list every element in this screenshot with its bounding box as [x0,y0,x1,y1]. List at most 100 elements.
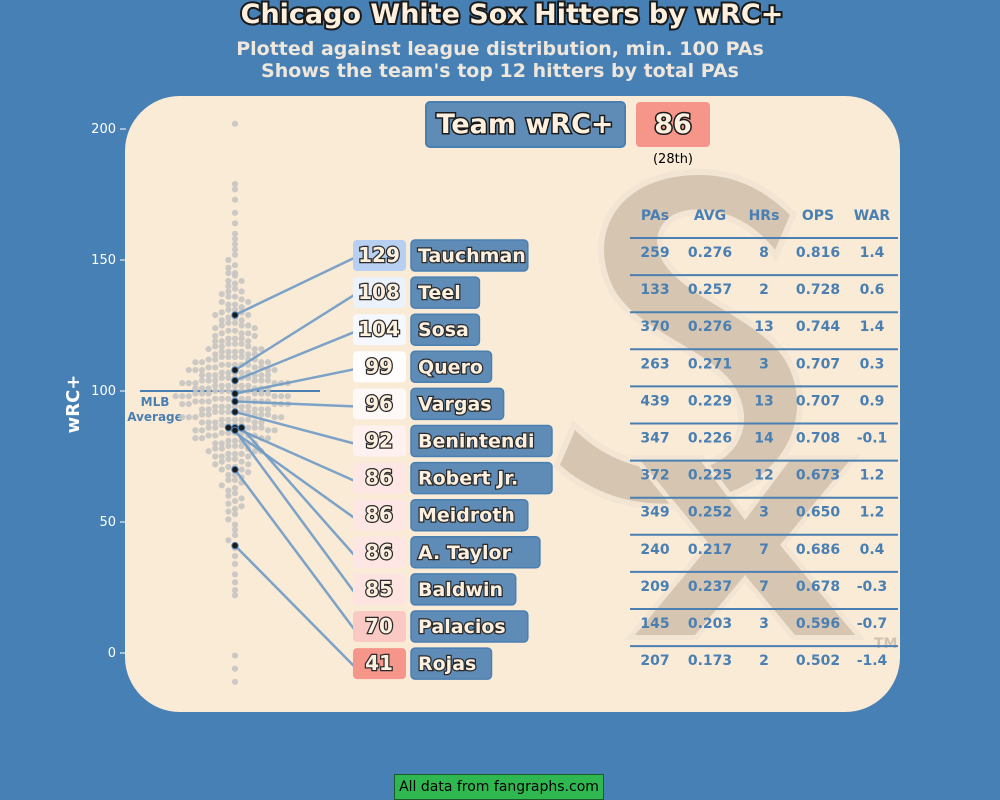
league-point [238,382,245,389]
league-point [212,453,219,460]
league-point [264,406,272,413]
player-name: Quero [418,356,483,378]
league-point [212,403,219,410]
table-cell: 0.4 [860,542,885,558]
league-point [231,665,239,672]
league-point [231,476,239,484]
player-name-box [410,536,541,569]
connector-line [234,410,355,445]
league-point [238,495,245,502]
league-point [225,382,232,389]
table-cell: 0.203 [688,616,732,632]
league-point [218,445,225,452]
league-point [218,361,225,368]
league-point [192,427,199,434]
table-cell: 240 [640,542,669,558]
league-point [231,382,239,389]
league-point [218,466,225,473]
league-point [238,442,245,450]
league-point [245,469,252,476]
table-cell: 0.237 [688,579,732,595]
team-player-point [237,423,246,432]
table-header: WAR [854,208,891,224]
player-name-box [410,387,505,421]
league-point [264,390,272,397]
player-name-box [410,461,553,495]
player-wrc-box [353,240,406,271]
league-point [185,414,192,421]
table-cell: 0.276 [688,319,732,335]
chart-subtitle-2: Shows the team's top 12 hitters by total… [261,60,739,82]
league-point [231,571,239,578]
league-point [212,440,219,447]
league-point [238,335,245,342]
team-player-point [231,376,239,385]
league-point [205,411,212,418]
league-point [264,411,272,418]
league-point [264,372,272,379]
team-wrc-value: 86 [654,109,692,140]
league-point [231,511,239,518]
player-wrc-box [353,573,406,605]
league-point [258,411,265,418]
league-point [205,372,212,379]
league-point [225,487,232,494]
league-point [231,442,239,450]
team-wrc-label-box [425,101,626,148]
league-point [225,306,232,313]
league-point [212,424,219,431]
connector-line [234,544,355,667]
league-point [218,440,225,447]
table-cell: 0.276 [688,245,732,261]
league-point [251,345,258,353]
league-point [205,345,212,353]
league-point [225,476,232,484]
league-point [231,592,239,599]
player-name-box [410,313,481,346]
league-point [238,304,245,311]
connector-line [234,400,355,408]
league-point [225,456,232,463]
league-point [225,256,232,264]
league-point [225,471,232,478]
white-sox-logo-watermark: TM [552,168,897,652]
league-point [225,450,232,457]
league-point [198,419,206,426]
league-point [218,317,225,324]
league-point [238,322,245,329]
league-point [198,398,206,405]
table-cell: 0.226 [688,431,732,447]
league-point [212,395,219,402]
league-point [231,186,239,193]
league-point [258,377,265,384]
player-name: Palacios [418,616,506,638]
league-point [225,374,232,381]
league-point [231,241,239,248]
table-cell: 2 [759,282,769,298]
league-point [225,537,232,544]
league-point [179,393,186,400]
player-name-box [410,239,529,272]
league-point [225,395,232,402]
league-point [238,503,245,510]
league-point [218,416,225,423]
league-point [192,398,199,405]
player-wrc-value: 86 [365,540,393,564]
league-point [231,587,239,594]
league-point [245,424,252,431]
league-point [238,288,245,295]
table-cell: 209 [640,579,669,595]
table-cell: 1.4 [860,319,885,335]
player-wrc-value: 70 [365,614,393,638]
league-point [258,424,265,431]
league-point [238,416,245,423]
league-point [218,353,225,361]
league-point [218,429,225,437]
league-point [205,448,212,455]
league-point [225,301,232,308]
table-cell: 0.502 [796,653,840,669]
league-point [238,450,245,457]
table-cell: 0.229 [688,393,732,409]
table-cell: 0.673 [796,468,840,484]
